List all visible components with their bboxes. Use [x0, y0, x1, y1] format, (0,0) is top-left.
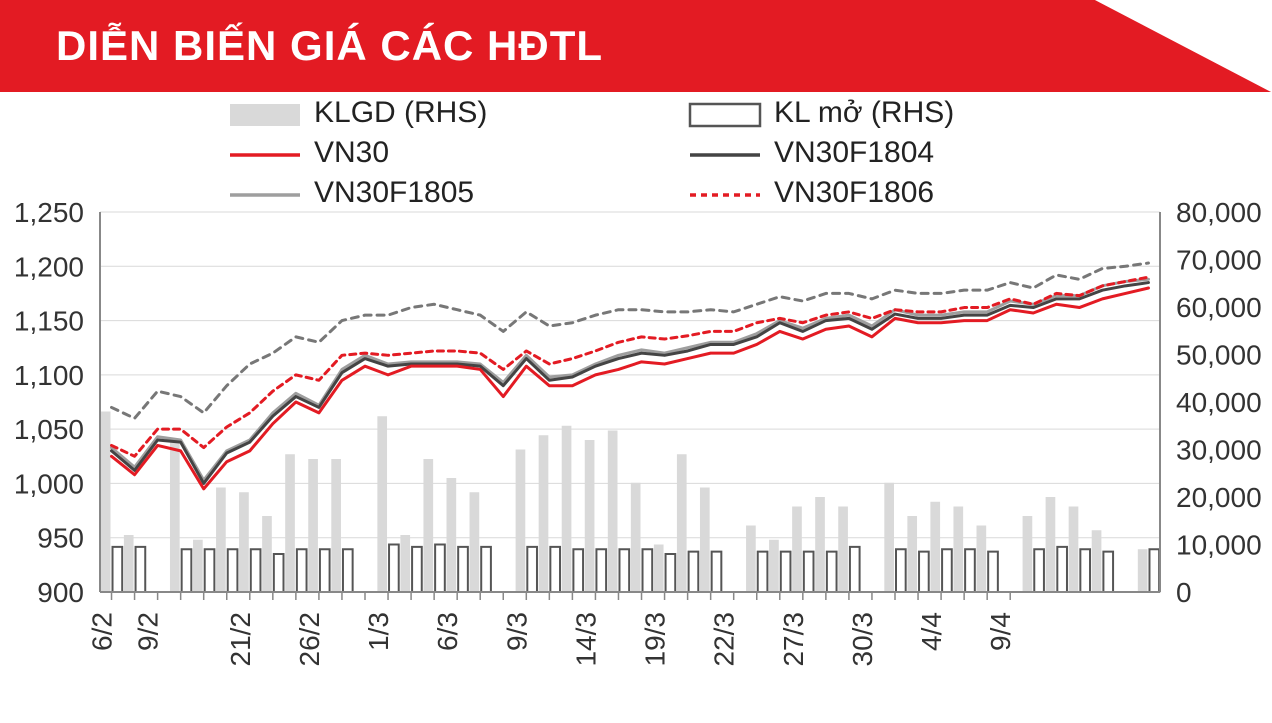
- header-banner: DIỄN BIẾN GIÁ CÁC HĐTL: [0, 0, 1272, 92]
- svg-text:30/3: 30/3: [847, 612, 878, 667]
- svg-text:21/2: 21/2: [225, 612, 256, 667]
- chart-svg: 900 950 1,000 1,050 1,100 1,150 1,200 1,250 0 10,…: [0, 92, 1272, 723]
- svg-text:60,000: 60,000: [1176, 292, 1262, 323]
- svg-text:40,000: 40,000: [1176, 387, 1262, 418]
- svg-text:50,000: 50,000: [1176, 340, 1262, 371]
- svg-text:900: 900: [37, 577, 84, 608]
- svg-text:10,000: 10,000: [1176, 530, 1262, 561]
- svg-text:70,000: 70,000: [1176, 245, 1262, 276]
- svg-text:6/3: 6/3: [432, 612, 463, 651]
- svg-text:KL mở (RHS): KL mở (RHS): [774, 96, 954, 129]
- svg-text:950: 950: [37, 523, 84, 554]
- svg-text:0: 0: [1176, 577, 1192, 608]
- svg-text:VN30: VN30: [314, 136, 389, 169]
- svg-text:30,000: 30,000: [1176, 435, 1262, 466]
- svg-text:22/3: 22/3: [709, 612, 740, 667]
- svg-text:4/4: 4/4: [916, 612, 947, 651]
- svg-text:20,000: 20,000: [1176, 482, 1262, 513]
- svg-text:1,200: 1,200: [14, 251, 84, 282]
- svg-text:26/2: 26/2: [294, 612, 325, 667]
- svg-text:9/3: 9/3: [501, 612, 532, 651]
- svg-text:27/3: 27/3: [778, 612, 809, 667]
- price-chart: 900 950 1,000 1,050 1,100 1,150 1,200 1,250 0 10,…: [0, 92, 1272, 723]
- svg-text:1,250: 1,250: [14, 197, 84, 228]
- svg-text:VN30F1804: VN30F1804: [774, 136, 934, 169]
- svg-text:9/4: 9/4: [985, 612, 1016, 651]
- svg-text:1,150: 1,150: [14, 306, 84, 337]
- svg-text:KLGD (RHS): KLGD (RHS): [314, 96, 487, 129]
- svg-text:1,050: 1,050: [14, 414, 84, 445]
- page-title: DIỄN BIẾN GIÁ CÁC HĐTL: [56, 22, 603, 70]
- svg-text:VN30F1805: VN30F1805: [314, 176, 474, 209]
- svg-text:14/3: 14/3: [570, 612, 601, 667]
- svg-text:VN30F1806: VN30F1806: [774, 176, 934, 209]
- svg-text:1/3: 1/3: [363, 612, 394, 651]
- svg-text:1,000: 1,000: [14, 468, 84, 499]
- svg-text:19/3: 19/3: [640, 612, 671, 667]
- svg-text:9/2: 9/2: [133, 612, 164, 651]
- svg-text:80,000: 80,000: [1176, 197, 1262, 228]
- svg-text:6/2: 6/2: [87, 612, 118, 651]
- svg-text:1,100: 1,100: [14, 360, 84, 391]
